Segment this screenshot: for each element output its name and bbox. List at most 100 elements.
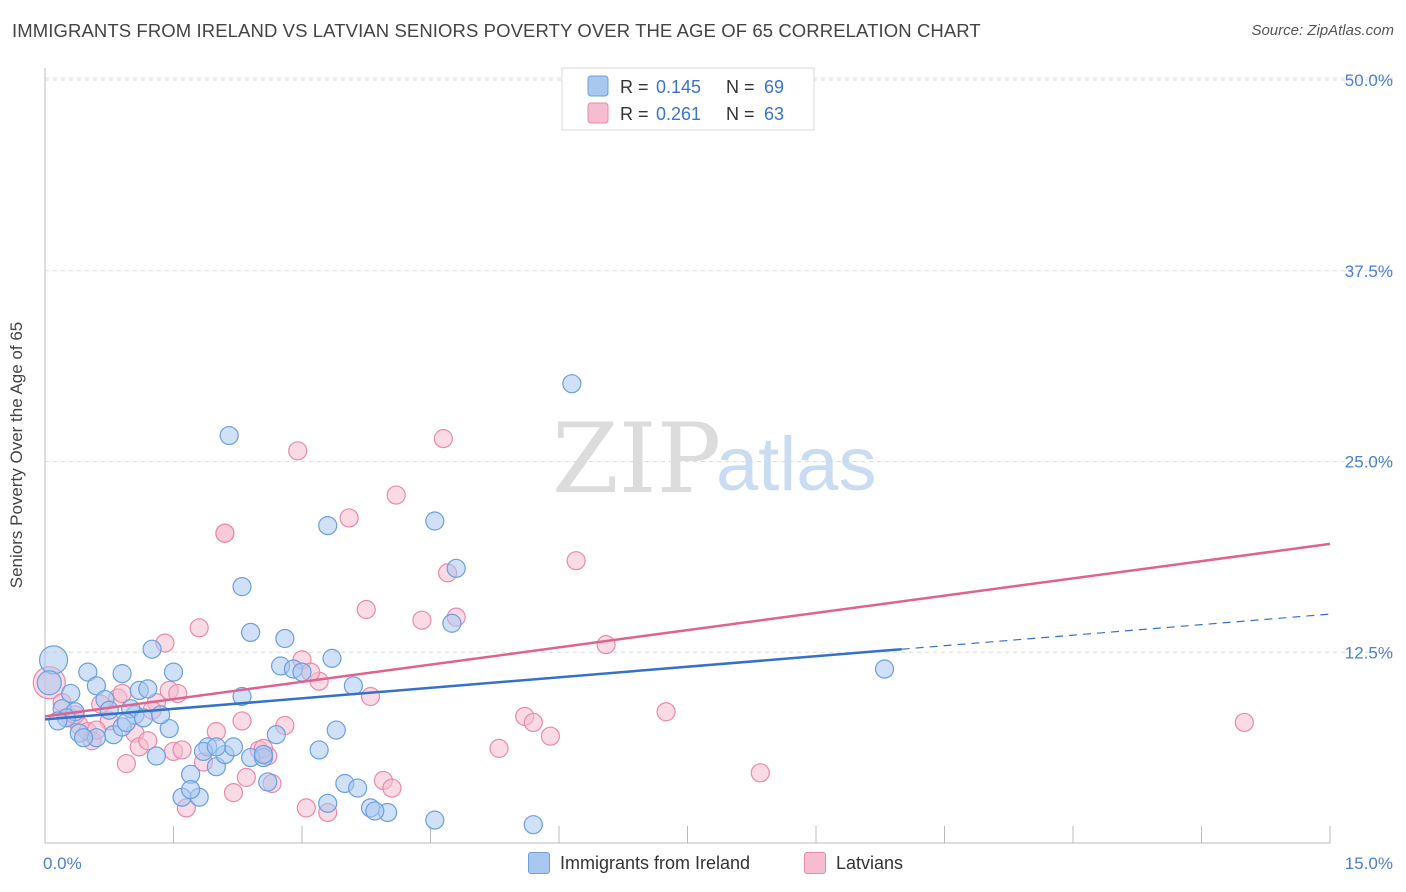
latvians-point [172,740,192,760]
ireland-point [232,686,252,707]
ireland-point [181,779,201,800]
chart-title: IMMIGRANTS FROM IRELAND VS LATVIAN SENIO… [12,20,981,41]
bottom-legend-label-ireland: Immigrants from Ireland [560,852,751,873]
ireland-point [322,648,342,668]
y-tick-label: 12.5% [1345,643,1393,662]
ireland-point [266,725,286,745]
ireland-point [219,425,239,446]
ireland-point [38,645,69,675]
latvians-point [339,508,359,528]
legend-n-value-1: 69 [764,77,784,97]
latvians-point [566,551,586,571]
legend-r-label-1: R = [620,77,649,97]
ireland-trend-line [44,647,902,721]
ireland-points [36,374,895,835]
legend-n-value-2: 63 [764,104,784,124]
bottom-legend-item-latvians[interactable]: Latvians [804,852,903,874]
latvians-point [116,754,136,774]
watermark-atlas: atlas [716,422,877,507]
ireland-point [138,679,158,699]
latvians-point [540,726,561,746]
ireland-point [442,613,462,633]
ireland-point [343,676,363,696]
latvians-trend-line [44,542,1331,718]
latvians-point [288,441,308,461]
ireland-point [562,374,582,394]
ireland-point [36,670,62,696]
latvians-point [750,763,770,783]
bottom-legend-item-ireland[interactable]: Immigrants from Ireland [528,852,750,874]
bottom-legend-label-latvians: Latvians [836,852,904,873]
latvians-point [433,429,453,449]
legend-r-value-1: 0.145 [656,77,701,97]
legend-r-label-2: R = [620,104,649,124]
latvians-point [489,738,509,758]
trend-lines [44,542,1331,721]
ireland-point [206,737,226,757]
ireland-point [112,664,132,684]
ireland-point [309,740,329,760]
ireland-point [232,577,252,597]
y-tick-label: 37.5% [1345,262,1393,281]
latvians-point [523,712,543,733]
ireland-point [163,662,184,682]
latvians-point [215,523,235,543]
ireland-point [116,712,136,733]
bottom-legend-swatch-latvians [804,852,826,874]
latvians-point [138,731,158,751]
axes: 12.5% 25.0% 37.5% 50.0% 0.0% 15.0% [43,68,1393,873]
ireland-point [425,511,445,531]
latvians-point [223,783,244,803]
legend-swatch-ireland [587,75,609,97]
bottom-legend-swatch-ireland [528,852,550,874]
bottom-legend: Immigrants from Ireland Latvians [0,852,1406,878]
ireland-point [318,515,338,536]
chart-source: Source: ZipAtlas.com [1251,22,1394,39]
legend: R = 0.145 N = 69 R = 0.261 N = 63 [561,67,815,131]
legend-n-label-1: N = [726,77,755,97]
ireland-point [874,659,895,679]
ireland-point [348,778,368,798]
latvians-point [596,635,616,655]
ireland-point [275,628,295,649]
latvians-point [656,702,676,722]
ireland-point [258,772,278,792]
ireland-point [61,683,81,704]
ireland-point [142,639,162,659]
legend-swatch-latvians [587,102,609,124]
ireland-point [78,662,98,682]
legend-n-label-2: N = [726,104,755,124]
ireland-point [253,744,274,765]
ireland-point [326,720,346,740]
latvians-point [1234,712,1254,733]
latvians-point [386,485,406,505]
ireland-point [446,558,466,578]
watermark-zip: ZIP [552,403,721,515]
latvians-point [189,618,209,638]
ireland-point [99,700,119,720]
latvians-point [296,798,316,818]
latvians-point [232,711,252,731]
latvians-point [360,686,381,707]
ireland-point [159,718,179,739]
x-tick-label-min: 0.0% [43,854,82,873]
ireland-point [318,793,338,813]
y-tick-label: 50.0% [1345,71,1393,90]
ireland-point [292,662,312,682]
legend-r-value-2: 0.261 [656,104,701,124]
ireland-point [223,737,244,757]
ireland-point [146,746,166,766]
ireland-point [365,801,385,821]
ireland-point [523,815,543,835]
y-tick-label: 25.0% [1345,453,1393,472]
ireland-point [86,676,107,696]
x-tick-label-max: 15.0% [1345,854,1393,873]
grid-lines [45,77,1395,653]
latvians-point [236,767,256,787]
watermark: ZIP atlas [552,403,877,515]
ireland-trend-extension [901,613,1331,650]
latvians-point [412,610,432,630]
latvians-point [356,599,376,620]
ireland-point [73,728,94,748]
